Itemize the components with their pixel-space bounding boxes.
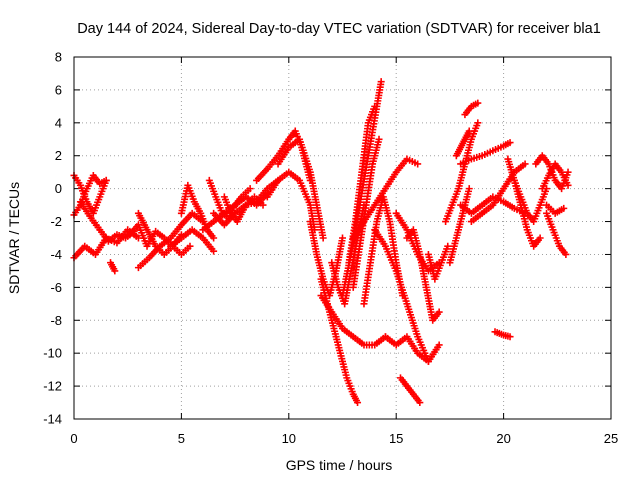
data-point [506,139,514,147]
series-sat-18 [306,218,346,300]
y-axis-label: SDTVAR / TECUs [6,182,22,294]
data-point [474,119,482,127]
data-point [474,99,482,107]
series-sat-33 [442,119,482,226]
chart-title: Day 144 of 2024, Sidereal Day-to-day VTE… [77,21,601,37]
y-tick-label: 0 [55,181,62,196]
series-sat-04 [76,198,138,245]
series-sat-09 [167,226,218,255]
data-point [521,160,529,168]
y-tick-label: 6 [55,82,62,97]
x-tick-label: 10 [282,431,296,446]
data-point [416,399,424,407]
data-point [111,267,119,275]
series-sat-37 [457,139,514,168]
data-point [506,333,514,341]
y-tick-label: -8 [50,313,62,328]
y-tick-label: -4 [50,247,62,262]
x-axis-label: GPS time / hours [286,457,393,473]
y-tick-label: 8 [55,50,62,65]
series-sat-05 [107,259,119,275]
x-tick-label: 20 [496,431,510,446]
y-tick-label: -2 [50,214,62,229]
data-point [210,247,218,255]
series-sat-23 [345,102,379,267]
series-sat-30 [403,226,443,324]
data-series [70,78,572,407]
data-point [319,234,327,242]
x-tick-label: 5 [178,431,185,446]
x-tick-label: 25 [604,431,618,446]
data-point [560,204,568,212]
series-sat-38 [457,193,529,217]
series-sat-25 [349,135,383,291]
data-point [102,176,110,184]
plot-frame [73,56,612,420]
data-point [562,250,570,258]
series-sat-34 [446,185,473,267]
series-sat-27 [371,226,432,365]
data-point [564,181,572,189]
series-sat-07 [134,209,194,258]
series-sat-20 [317,292,389,349]
series-sat-35 [452,127,473,160]
x-tick-label: 15 [389,431,403,446]
data-point [435,341,443,349]
y-tick-label: -10 [43,346,62,361]
series-sat-44 [543,209,570,258]
data-point [414,160,422,168]
data-point [465,127,473,135]
data-point [377,78,385,86]
series-sat-36 [461,99,482,119]
series-sat-46 [543,201,568,217]
data-point [354,399,362,407]
series-sat-22 [339,78,385,300]
data-point [536,234,544,242]
data-point [339,234,346,242]
series-sat-29 [381,333,443,365]
y-tick-label: 2 [55,148,62,163]
data-point [246,185,254,193]
data-point [564,168,572,176]
x-tick-label: 0 [70,431,77,446]
series-sat-45 [538,160,572,193]
series-sat-14 [220,193,267,226]
data-point [210,234,218,242]
series-sat-02 [70,171,110,219]
y-tick-label: -12 [43,379,62,394]
y-tick-label: 4 [55,115,62,130]
data-point [465,185,473,193]
series-sat-42 [510,176,551,226]
data-point [186,242,194,250]
series-sat-40 [491,328,514,341]
series-sat-17 [274,135,327,242]
y-tick-label: -14 [43,412,62,427]
data-point [375,135,383,143]
series-sat-32 [424,242,452,283]
y-tick-label: -6 [50,280,62,295]
series-sat-26 [360,193,407,308]
data-point [259,201,267,209]
data-point [435,308,443,316]
data-point [371,102,379,110]
data-point [444,242,452,250]
series-sat-31 [396,374,424,407]
